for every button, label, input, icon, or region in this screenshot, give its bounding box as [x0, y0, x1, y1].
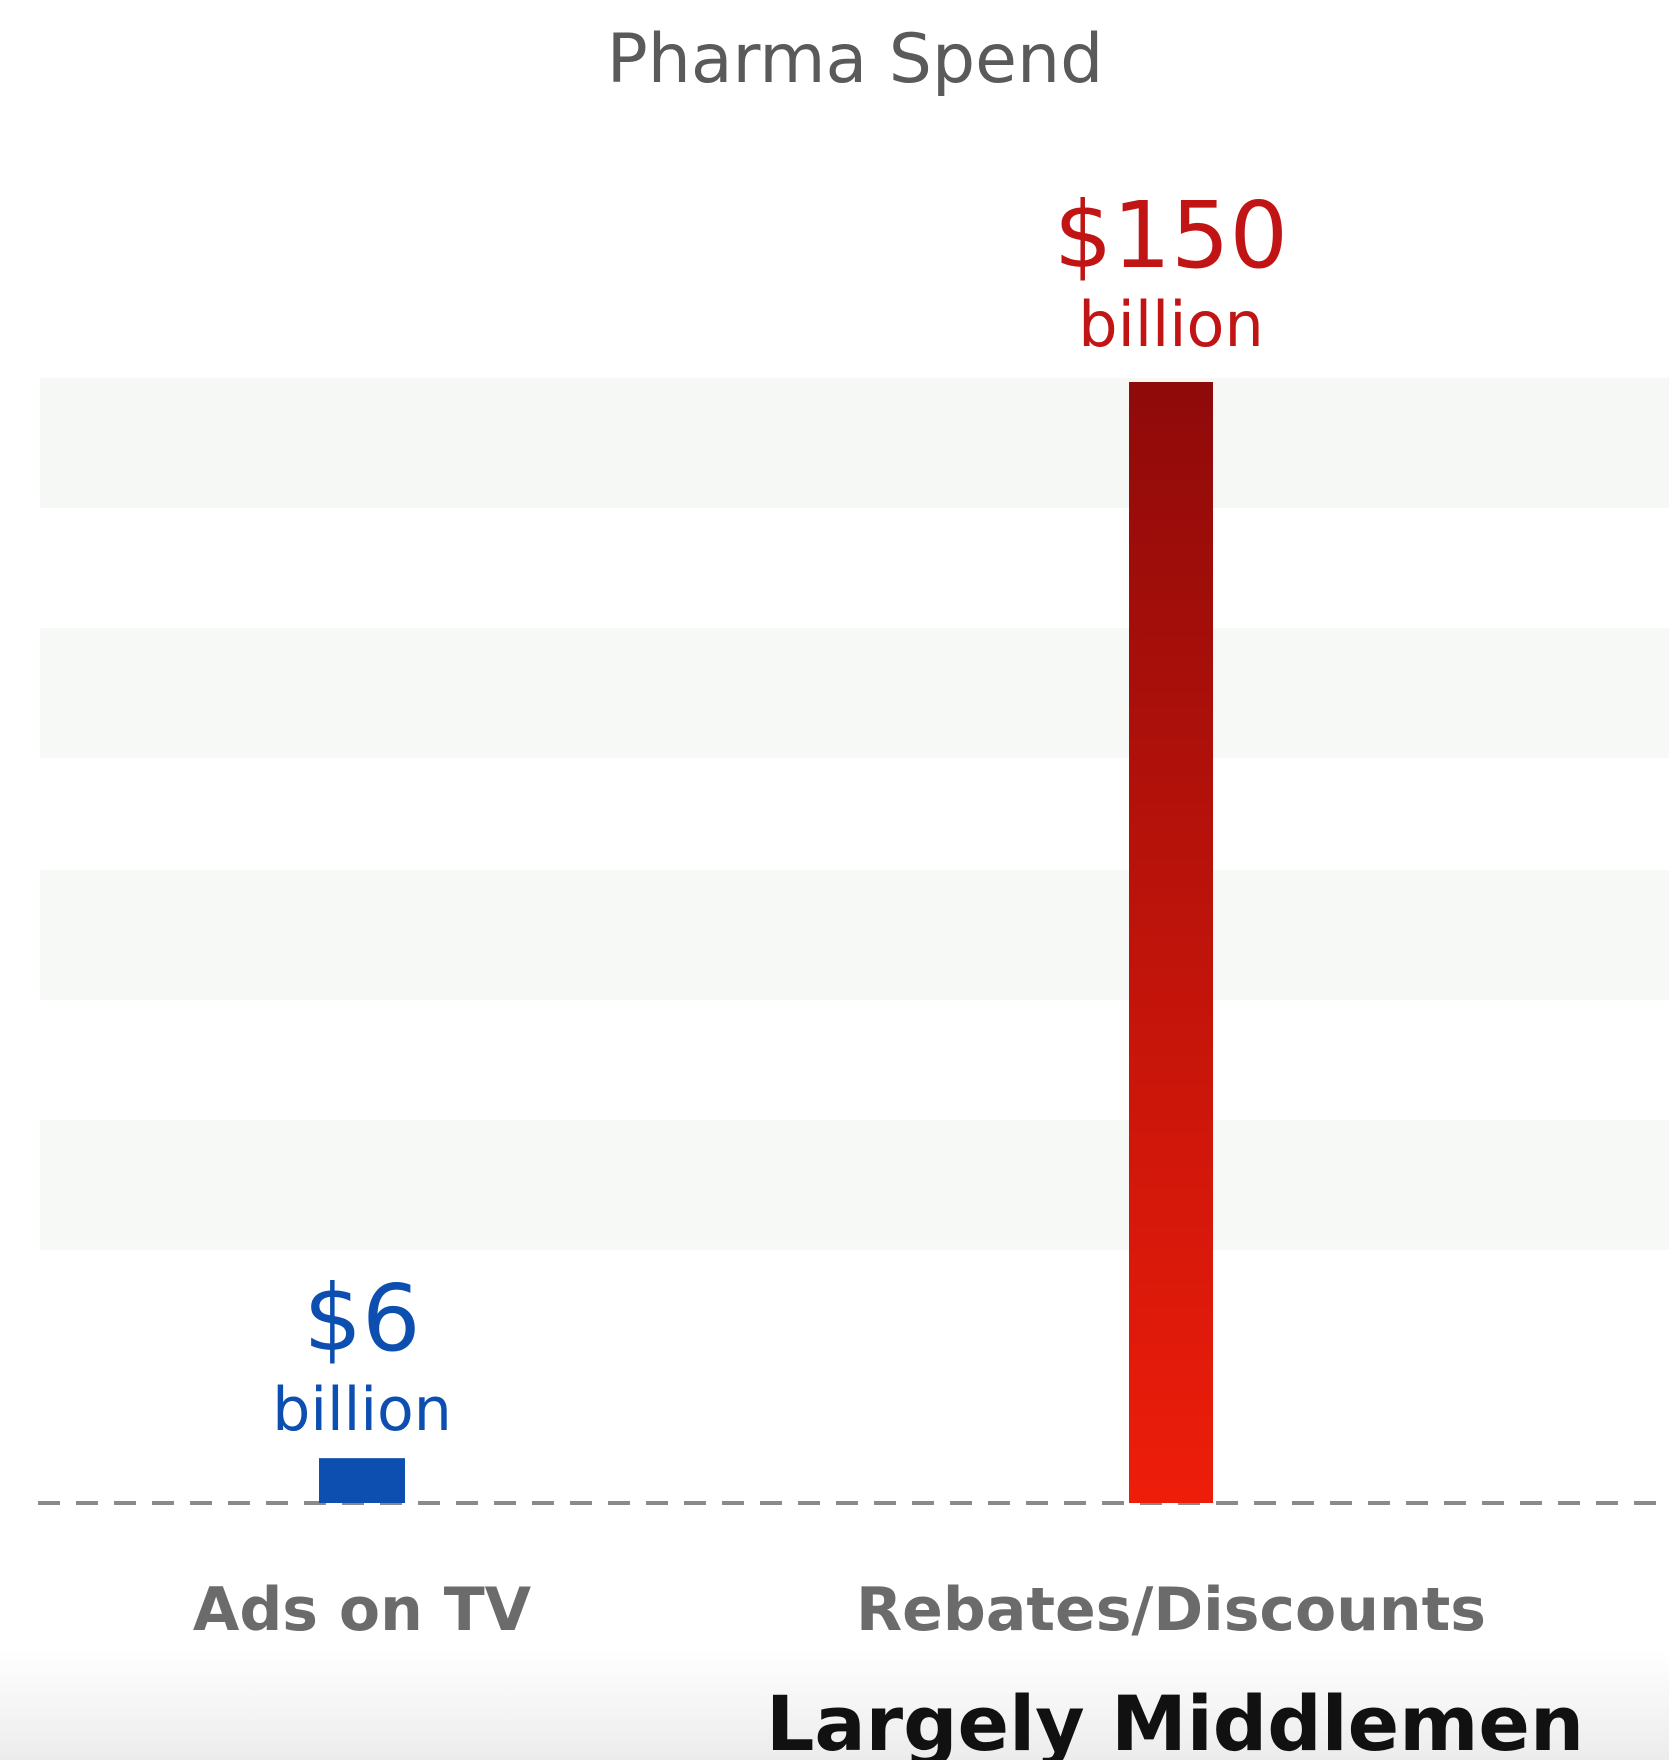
background-band: [40, 1120, 1669, 1250]
annotation-text: Largely Middlemen: [766, 1679, 1584, 1760]
background-bands: [40, 378, 1669, 1250]
chart-title: Pharma Spend: [607, 20, 1104, 99]
x-tick-label: Rebates/Discounts: [856, 1575, 1486, 1645]
data-label-unit: billion: [1078, 288, 1264, 361]
bar-rebates-discounts: [1129, 382, 1213, 1503]
data-label-amount: $150: [1054, 182, 1288, 289]
bar-ads-on-tv: [319, 1458, 405, 1503]
background-band: [40, 378, 1669, 508]
x-tick-label: Ads on TV: [193, 1575, 532, 1645]
background-band: [40, 628, 1669, 758]
background-band: [40, 870, 1669, 1000]
bottom-fade: [0, 1650, 1669, 1760]
data-label-amount: $6: [303, 1265, 420, 1372]
data-label-unit: billion: [272, 1375, 452, 1445]
